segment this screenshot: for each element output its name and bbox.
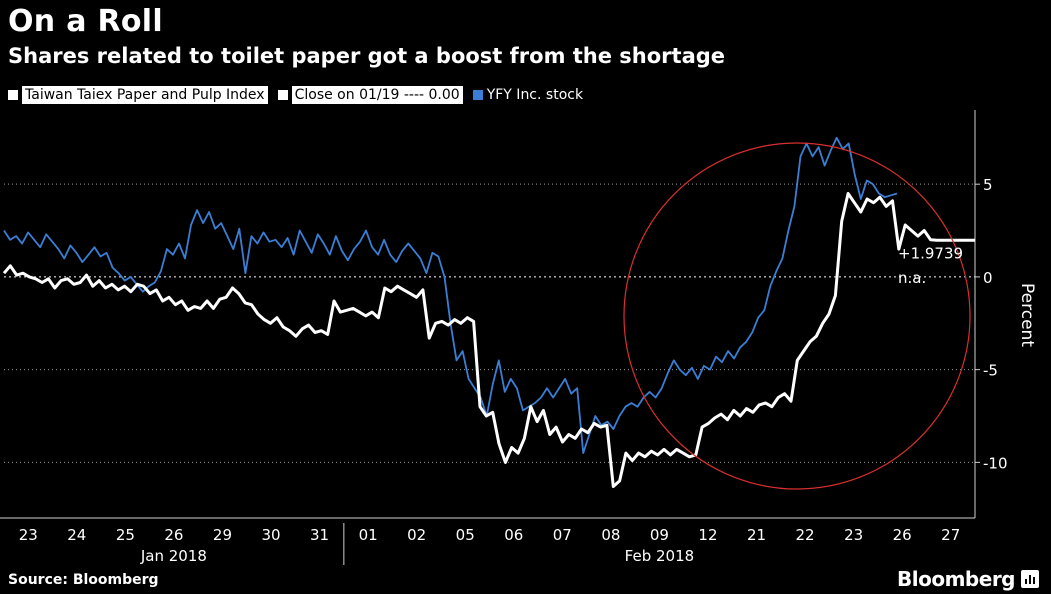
x-tick-label-19: 27: [941, 526, 960, 544]
y-tick-label-3: -10: [983, 454, 1008, 472]
x-tick-label-5: 30: [261, 526, 280, 544]
x-tick-label-7: 01: [359, 526, 378, 544]
legend-swatch-stock: [472, 90, 483, 100]
month-label-1: Feb 2018: [625, 547, 695, 565]
legend: Taiwan Taiex Paper and Pulp Index Close …: [8, 84, 593, 106]
x-tick-label-1: 24: [67, 526, 86, 544]
series-line-stock: [3, 136, 898, 455]
x-tick-label-2: 25: [116, 526, 135, 544]
x-tick-label-9: 05: [456, 526, 475, 544]
legend-item-close[interactable]: Close on 01/19 ---- 0.00: [277, 86, 463, 104]
y-tick-label-0: 5: [983, 176, 993, 194]
x-tick-label-0: 23: [19, 526, 38, 544]
x-tick-label-11: 07: [553, 526, 572, 544]
x-tick-label-14: 12: [698, 526, 717, 544]
x-tick-label-12: 08: [601, 526, 620, 544]
x-tick-label-10: 06: [504, 526, 523, 544]
last-value-label: +1.9739: [898, 244, 963, 262]
legend-swatch-close: [277, 90, 288, 100]
x-tick-label-17: 23: [844, 526, 863, 544]
x-tick-label-8: 02: [407, 526, 426, 544]
chart-subtitle: Shares related to toilet paper got a boo…: [8, 44, 726, 68]
x-tick-label-18: 26: [893, 526, 912, 544]
legend-item-stock[interactable]: YFY Inc. stock: [472, 87, 584, 103]
source-note: Source: Bloomberg: [8, 572, 159, 588]
x-tick-label-13: 09: [650, 526, 669, 544]
legend-label-stock: YFY Inc. stock: [486, 87, 584, 103]
chart-title: On a Roll: [8, 4, 163, 39]
legend-label-index: Taiwan Taiex Paper and Pulp Index: [22, 86, 268, 104]
na-label: n.a.: [898, 269, 926, 287]
x-tick-label-3: 26: [164, 526, 183, 544]
x-tick-label-16: 22: [796, 526, 815, 544]
bloomberg-bars-icon: [1021, 570, 1039, 588]
x-tick-label-4: 29: [213, 526, 232, 544]
month-label-0: Jan 2018: [140, 547, 207, 565]
y-axis-label: Percent: [1017, 283, 1037, 347]
legend-label-close: Close on 01/19 ---- 0.00: [291, 86, 463, 104]
x-tick-label-15: 21: [747, 526, 766, 544]
series-line-index: [2, 192, 975, 488]
legend-swatch-index: [8, 90, 18, 100]
highlight-circle: [623, 142, 971, 490]
legend-item-index[interactable]: Taiwan Taiex Paper and Pulp Index: [8, 86, 268, 104]
y-tick-label-2: -5: [983, 362, 998, 380]
brand-logo-text: Bloomberg: [897, 567, 1015, 591]
x-tick-label-6: 31: [310, 526, 329, 544]
y-tick-label-1: 0: [983, 269, 993, 287]
